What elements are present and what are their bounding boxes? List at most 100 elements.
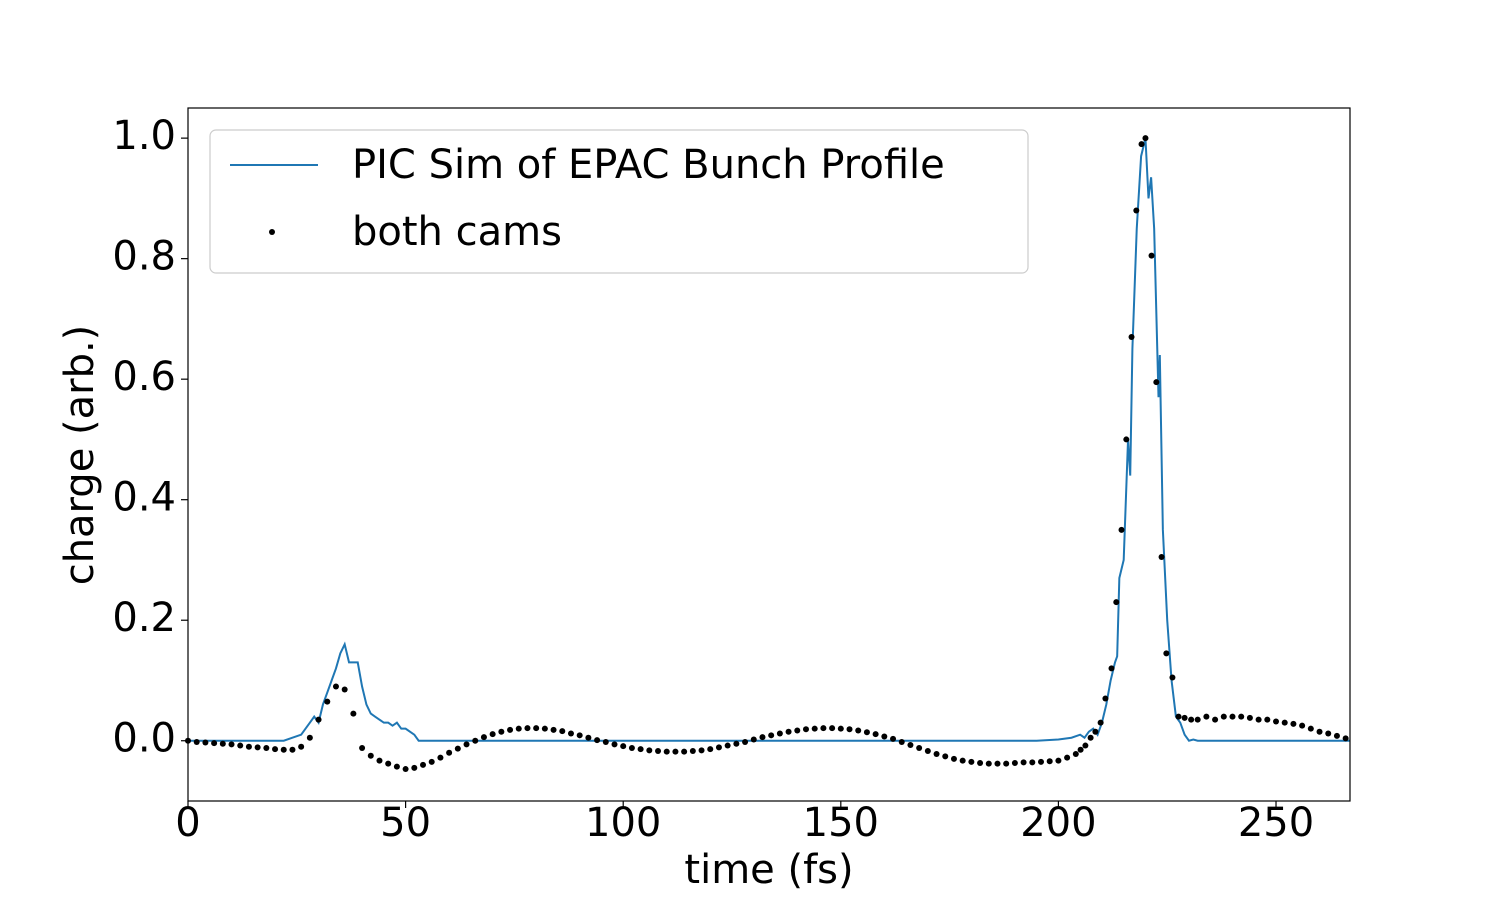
- data-point: [681, 748, 688, 755]
- data-point: [1148, 252, 1155, 259]
- data-point: [367, 752, 374, 759]
- y-tick-label: 1.0: [112, 113, 176, 159]
- y-tick-label: 0.0: [112, 716, 176, 762]
- y-tick-label: 0.6: [112, 354, 176, 400]
- data-point: [489, 731, 496, 738]
- x-tick-label: 100: [585, 800, 661, 846]
- data-point: [1229, 713, 1236, 720]
- data-point: [428, 758, 435, 765]
- data-point: [454, 745, 461, 752]
- data-point: [855, 727, 862, 734]
- data-point: [881, 733, 888, 740]
- data-point: [689, 747, 696, 754]
- data-point: [1325, 730, 1332, 737]
- y-axis-label: charge (arb.): [57, 325, 103, 586]
- data-point: [219, 740, 226, 747]
- data-point: [350, 710, 357, 717]
- data-point: [1158, 553, 1165, 560]
- data-point: [1038, 758, 1045, 765]
- data-point: [1072, 750, 1079, 757]
- data-point: [890, 735, 897, 742]
- data-point: [646, 747, 653, 754]
- data-point: [715, 744, 722, 751]
- data-point: [628, 744, 635, 751]
- data-point: [1212, 716, 1219, 723]
- data-point: [1188, 716, 1195, 723]
- data-point: [280, 746, 287, 753]
- data-point: [332, 683, 339, 690]
- data-point: [1011, 760, 1018, 767]
- data-point: [916, 744, 923, 751]
- data-point: [1264, 716, 1271, 723]
- data-point: [289, 746, 296, 753]
- data-point: [759, 734, 766, 741]
- data-point: [420, 761, 427, 768]
- data-point: [707, 746, 714, 753]
- data-point: [411, 764, 418, 771]
- data-point: [211, 740, 218, 747]
- data-point: [324, 698, 331, 705]
- data-point: [794, 727, 801, 734]
- y-tick-label: 0.2: [112, 595, 176, 641]
- data-point: [202, 739, 209, 746]
- legend-label: both cams: [352, 209, 562, 255]
- data-point: [1128, 333, 1135, 340]
- data-point: [524, 725, 531, 732]
- data-point: [272, 746, 279, 753]
- data-point: [1123, 436, 1130, 443]
- data-point: [1169, 674, 1176, 681]
- data-point: [1290, 720, 1297, 727]
- data-point: [924, 747, 931, 754]
- data-point: [846, 726, 853, 733]
- data-point: [254, 744, 261, 751]
- data-point: [533, 725, 540, 732]
- data-point: [228, 741, 235, 748]
- data-point: [376, 757, 383, 764]
- data-point: [1342, 735, 1349, 742]
- data-point: [872, 731, 879, 738]
- legend-box: [209, 129, 1029, 274]
- x-axis-label: time (fs): [684, 847, 853, 893]
- data-point: [768, 732, 775, 739]
- data-point: [341, 686, 348, 693]
- data-point: [1092, 728, 1099, 735]
- data-point: [776, 730, 783, 737]
- data-point: [550, 726, 557, 733]
- data-point: [480, 734, 487, 741]
- x-tick-label: 250: [1238, 800, 1314, 846]
- data-point: [611, 741, 618, 748]
- data-point: [585, 734, 592, 741]
- data-point: [393, 763, 400, 770]
- data-point: [985, 760, 992, 767]
- data-point: [576, 732, 583, 739]
- data-point: [1029, 759, 1036, 766]
- data-point: [968, 758, 975, 765]
- data-point: [950, 755, 957, 762]
- data-point: [1097, 719, 1104, 726]
- data-point: [359, 744, 366, 751]
- data-point: [698, 747, 705, 754]
- data-point: [1046, 758, 1053, 765]
- legend-swatch: [269, 229, 275, 235]
- data-point: [193, 738, 200, 745]
- data-point: [1333, 732, 1340, 739]
- data-point: [602, 738, 609, 745]
- data-point: [1238, 713, 1245, 720]
- data-point: [594, 737, 601, 744]
- data-point: [472, 737, 479, 744]
- data-point: [785, 728, 792, 735]
- data-point: [1299, 722, 1306, 729]
- data-point: [541, 725, 548, 732]
- data-point: [863, 729, 870, 736]
- data-point: [637, 746, 644, 753]
- data-point: [263, 744, 270, 751]
- data-point: [811, 725, 818, 732]
- data-point: [1138, 141, 1145, 148]
- data-point: [1142, 135, 1149, 142]
- data-point: [1316, 728, 1323, 735]
- data-point: [977, 760, 984, 767]
- data-point: [463, 741, 470, 748]
- data-point: [829, 725, 836, 732]
- data-point: [1220, 713, 1227, 720]
